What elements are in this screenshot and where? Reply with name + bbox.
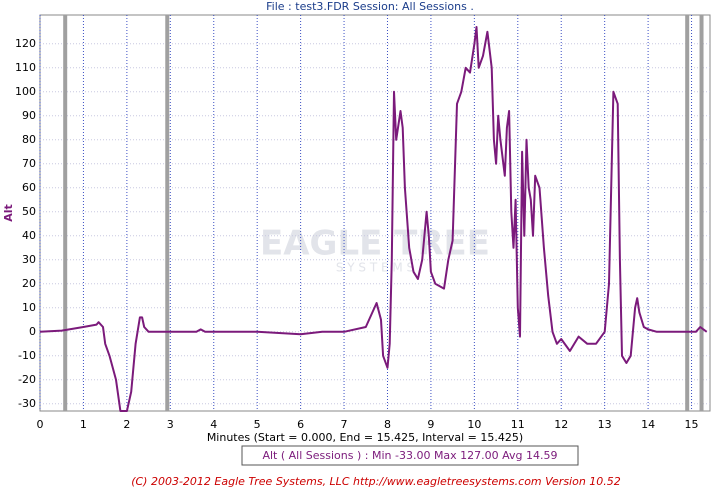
x-tick-label: 14 bbox=[641, 418, 655, 431]
watermark-sub: S Y S T E M S bbox=[336, 261, 414, 275]
plot-area bbox=[39, 14, 711, 412]
x-tick-label: 12 bbox=[554, 418, 568, 431]
y-tick-label: 40 bbox=[22, 229, 36, 242]
y-tick-label: 100 bbox=[15, 85, 36, 98]
x-tick-label: 15 bbox=[685, 418, 699, 431]
y-tick-label: 120 bbox=[15, 37, 36, 50]
x-tick-label: 4 bbox=[210, 418, 217, 431]
y-tick-label: 80 bbox=[22, 133, 36, 146]
y-tick-label: -20 bbox=[18, 373, 36, 386]
y-axis-label: Alt bbox=[2, 204, 15, 222]
footer: (C) 2003-2012 Eagle Tree Systems, LLC ht… bbox=[131, 475, 621, 488]
x-tick-label: 8 bbox=[384, 418, 391, 431]
x-tick-label: 9 bbox=[427, 418, 434, 431]
y-tick-label: 70 bbox=[22, 157, 36, 170]
x-tick-label: 5 bbox=[254, 418, 261, 431]
y-tick-label: -30 bbox=[18, 397, 36, 410]
y-tick-label: 0 bbox=[29, 325, 36, 338]
x-tick-label: 13 bbox=[598, 418, 612, 431]
x-tick-label: 11 bbox=[511, 418, 525, 431]
x-tick-label: 0 bbox=[37, 418, 44, 431]
chart-title: File : test3.FDR Session: All Sessions . bbox=[266, 0, 474, 13]
x-tick-label: 10 bbox=[467, 418, 481, 431]
legend-box bbox=[241, 445, 579, 466]
legend-text: Alt ( All Sessions ) : Min -33.00 Max 12… bbox=[262, 449, 557, 462]
watermark: EAGLE TREE bbox=[260, 224, 490, 264]
x-tick-label: 6 bbox=[297, 418, 304, 431]
x-axis-label: Minutes (Start = 0.000, End = 15.425, In… bbox=[207, 431, 523, 444]
x-tick-label: 2 bbox=[123, 418, 130, 431]
y-tick-label: 110 bbox=[15, 61, 36, 74]
alt-line bbox=[39, 26, 708, 412]
y-tick-label: 20 bbox=[22, 277, 36, 290]
y-tick-label: 90 bbox=[22, 109, 36, 122]
y-tick-label: 10 bbox=[22, 301, 36, 314]
x-tick-label: 3 bbox=[167, 418, 174, 431]
y-tick-label: 30 bbox=[22, 253, 36, 266]
y-tick-label: 60 bbox=[22, 181, 36, 194]
y-tick-label: -10 bbox=[18, 349, 36, 362]
y-tick-label: 50 bbox=[22, 205, 36, 218]
x-tick-label: 7 bbox=[341, 418, 348, 431]
x-tick-label: 1 bbox=[80, 418, 87, 431]
